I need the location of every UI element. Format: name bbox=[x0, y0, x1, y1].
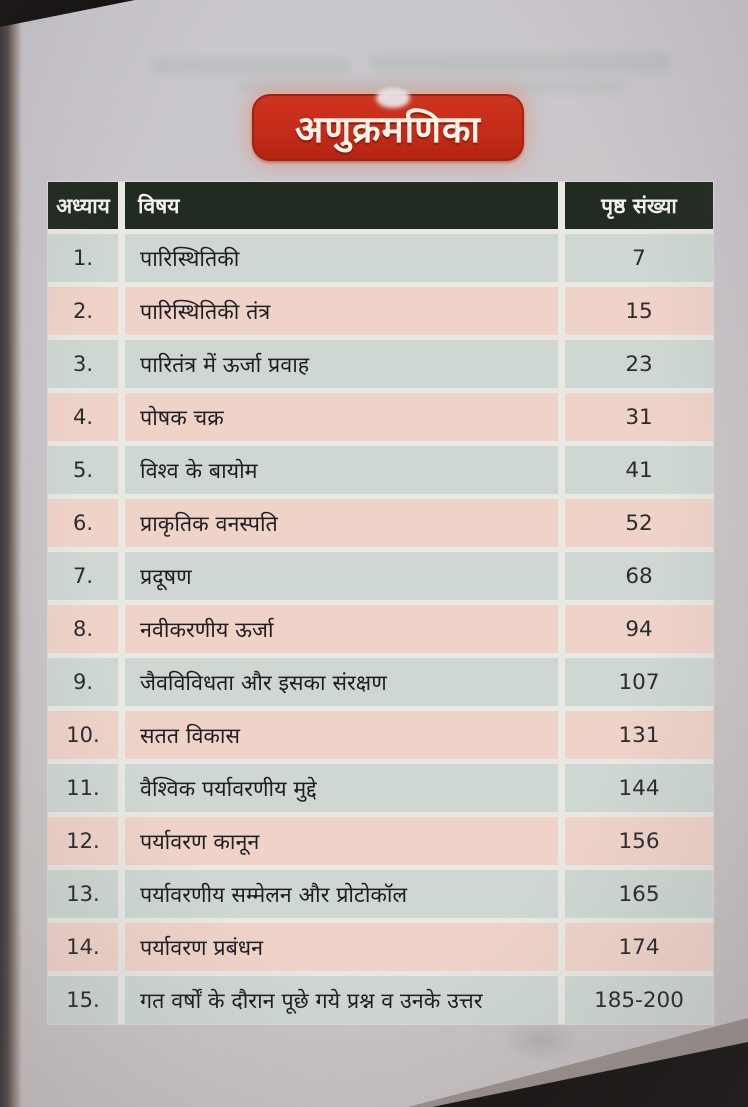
table-row: 4. पोषक चक्र 31 bbox=[48, 393, 713, 441]
chapter-number-cell: 6. bbox=[48, 499, 118, 547]
chapter-number-cell: 11. bbox=[48, 764, 118, 812]
bleedthrough-smudge bbox=[235, 80, 625, 93]
page-number-cell: 23 bbox=[565, 340, 713, 388]
toc-header-row: अध्याय विषय पृष्ठ संख्या bbox=[48, 182, 713, 229]
topic-cell: सतत विकास bbox=[125, 711, 558, 759]
chapter-number-cell: 7. bbox=[48, 552, 118, 600]
stamp-bleedthrough bbox=[502, 1018, 580, 1062]
topic-cell: प्राकृतिक वनस्पति bbox=[125, 499, 558, 547]
table-row: 10. सतत विकास 131 bbox=[48, 711, 713, 759]
page-number-cell: 156 bbox=[565, 817, 713, 865]
chapter-number-cell: 4. bbox=[48, 393, 118, 441]
bleedthrough-smudge bbox=[370, 54, 670, 72]
table-row: 7. प्रदूषण 68 bbox=[48, 552, 713, 600]
chapter-number-cell: 10. bbox=[48, 711, 118, 759]
glare-spot bbox=[376, 88, 410, 108]
chapter-number-cell: 12. bbox=[48, 817, 118, 865]
table-row: 2. पारिस्थितिकी तंत्र 15 bbox=[48, 287, 713, 335]
table-row: 1. पारिस्थितिकी 7 bbox=[48, 234, 713, 282]
page-number-cell: 107 bbox=[565, 658, 713, 706]
page-title-badge: अणुक्रमणिका bbox=[252, 88, 524, 161]
page-number-cell: 131 bbox=[565, 711, 713, 759]
chapter-number-cell: 14. bbox=[48, 923, 118, 971]
chapter-number-cell: 1. bbox=[48, 234, 118, 282]
page-number-cell: 7 bbox=[565, 234, 713, 282]
table-row: 15. गत वर्षों के दौरान पूछे गये प्रश्न व … bbox=[48, 976, 713, 1024]
table-row: 6. प्राकृतिक वनस्पति 52 bbox=[48, 499, 713, 547]
chapter-number-cell: 9. bbox=[48, 658, 118, 706]
topic-cell: वैश्विक पर्यावरणीय मुद्दे bbox=[125, 764, 558, 812]
page-number-cell: 68 bbox=[565, 552, 713, 600]
table-row: 12. पर्यावरण कानून 156 bbox=[48, 817, 713, 865]
topic-cell: पारिस्थितिकी तंत्र bbox=[125, 287, 558, 335]
page-number-cell: 174 bbox=[565, 923, 713, 971]
page-number-cell: 185-200 bbox=[565, 976, 713, 1024]
page-number-cell: 15 bbox=[565, 287, 713, 335]
topic-cell: विश्व के बायोम bbox=[125, 446, 558, 494]
topic-cell: पोषक चक्र bbox=[125, 393, 558, 441]
topic-cell: नवीकरणीय ऊर्जा bbox=[125, 605, 558, 653]
page-number-cell: 144 bbox=[565, 764, 713, 812]
chapter-number-cell: 3. bbox=[48, 340, 118, 388]
topic-cell: पर्यावरणीय सम्मेलन और प्रोटोकॉल bbox=[125, 870, 558, 918]
page-number-cell: 41 bbox=[565, 446, 713, 494]
page-title: अणुक्रमणिका bbox=[295, 108, 481, 151]
table-row: 9. जैवविविधता और इसका संरक्षण 107 bbox=[48, 658, 713, 706]
topic-cell: गत वर्षों के दौरान पूछे गये प्रश्न व उनक… bbox=[125, 976, 558, 1024]
header-chapter: अध्याय bbox=[48, 182, 118, 229]
page-left-edge-shadow bbox=[0, 0, 22, 1107]
table-row: 11. वैश्विक पर्यावरणीय मुद्दे 144 bbox=[48, 764, 713, 812]
topic-cell: पर्यावरण कानून bbox=[125, 817, 558, 865]
header-pages: पृष्ठ संख्या bbox=[565, 182, 713, 229]
chapter-number-cell: 15. bbox=[48, 976, 118, 1024]
chapter-number-cell: 2. bbox=[48, 287, 118, 335]
page-number-cell: 165 bbox=[565, 870, 713, 918]
toc-body: 1. पारिस्थितिकी 7 2. पारिस्थितिकी तंत्र 15 3. प… bbox=[48, 234, 713, 1024]
topic-cell: प्रदूषण bbox=[125, 552, 558, 600]
table-row: 13. पर्यावरणीय सम्मेलन और प्रोटोकॉल 165 bbox=[48, 870, 713, 918]
page-number-cell: 52 bbox=[565, 499, 713, 547]
chapter-number-cell: 8. bbox=[48, 605, 118, 653]
topic-cell: जैवविविधता और इसका संरक्षण bbox=[125, 658, 558, 706]
chapter-number-cell: 13. bbox=[48, 870, 118, 918]
page-number-cell: 94 bbox=[565, 605, 713, 653]
topic-cell: पर्यावरण प्रबंधन bbox=[125, 923, 558, 971]
topic-cell: पारितंत्र में ऊर्जा प्रवाह bbox=[125, 340, 558, 388]
table-row: 8. नवीकरणीय ऊर्जा 94 bbox=[48, 605, 713, 653]
topic-cell: पारिस्थितिकी bbox=[125, 234, 558, 282]
table-row: 3. पारितंत्र में ऊर्जा प्रवाह 23 bbox=[48, 340, 713, 388]
page-number-cell: 31 bbox=[565, 393, 713, 441]
bleedthrough-smudge bbox=[150, 58, 350, 74]
table-row: 14. पर्यावरण प्रबंधन 174 bbox=[48, 923, 713, 971]
chapter-number-cell: 5. bbox=[48, 446, 118, 494]
table-row: 5. विश्व के बायोम 41 bbox=[48, 446, 713, 494]
toc-table: अध्याय विषय पृष्ठ संख्या 1. पारिस्थितिकी 7… bbox=[48, 182, 713, 1024]
header-topic: विषय bbox=[125, 182, 558, 229]
